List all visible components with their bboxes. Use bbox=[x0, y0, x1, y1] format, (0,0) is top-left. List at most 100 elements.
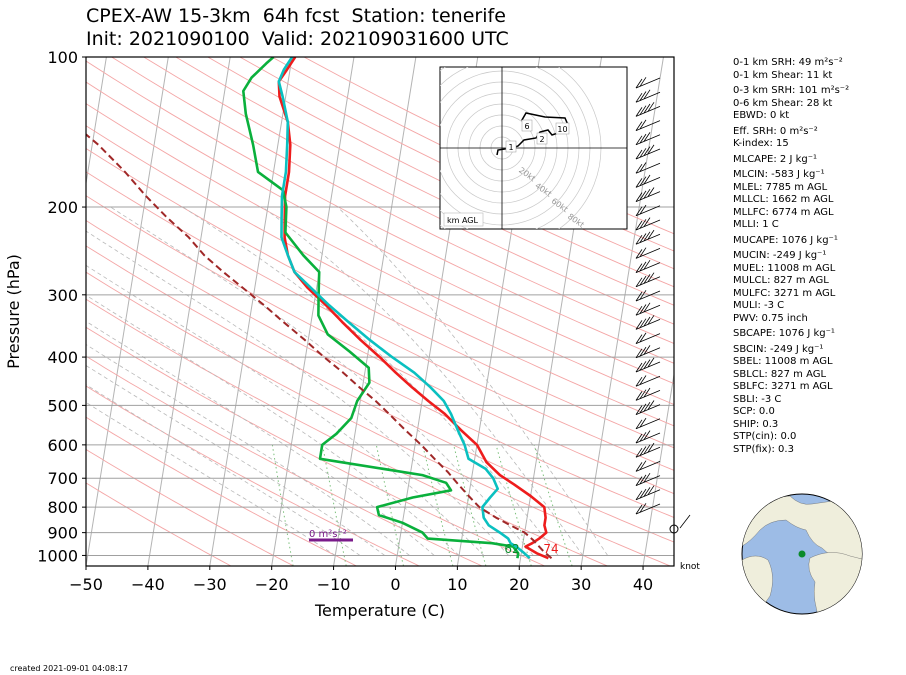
wind-barb-flag bbox=[647, 357, 655, 368]
wind-barb-flag bbox=[635, 376, 643, 387]
wind-barb-flag bbox=[643, 472, 651, 483]
x-tick-label: −10 bbox=[317, 575, 351, 594]
surface-temperature-label: 74 bbox=[543, 542, 558, 556]
wind-barb-flag bbox=[643, 345, 651, 355]
wind-barb-flag bbox=[639, 346, 647, 357]
wind-barb-flag bbox=[639, 204, 647, 215]
chart-title-line1: CPEX-AW 15-3km 64h fcst Station: tenerif… bbox=[86, 5, 506, 27]
dry-adiabat-line bbox=[86, 326, 545, 566]
wind-barb-shaft bbox=[635, 219, 661, 231]
wind-barb-flag bbox=[635, 107, 643, 117]
wind-barb-flag bbox=[643, 316, 651, 327]
sounding-index-line: MULFC: 3271 m AGL bbox=[733, 287, 836, 299]
wind-barb-flag bbox=[643, 103, 651, 114]
wind-barb-flag bbox=[639, 375, 647, 385]
dry-adiabat-line bbox=[86, 60, 674, 364]
sounding-index-line: EBWD: 0 kt bbox=[733, 110, 790, 121]
dry-adiabat-line bbox=[86, 195, 674, 495]
wind-barb-flag bbox=[647, 400, 655, 410]
wind-barb-flag bbox=[647, 102, 655, 112]
wind-barb-shaft bbox=[635, 404, 661, 415]
wind-barb-flag bbox=[643, 444, 651, 455]
wind-barb-flag bbox=[639, 503, 647, 513]
wind-barbs: knot bbox=[635, 77, 700, 572]
wind-unit-label: knot bbox=[680, 562, 700, 572]
wind-barb-flag bbox=[639, 261, 647, 272]
wind-barb-flag bbox=[639, 148, 647, 158]
wind-barb-flag bbox=[647, 315, 655, 325]
wind-barb-flag bbox=[635, 249, 643, 259]
y-tick-label: 500 bbox=[47, 396, 78, 415]
wind-barb-shaft bbox=[635, 191, 661, 202]
wind-barb-shaft bbox=[635, 333, 661, 344]
sounding-index-line: SBLI: -3 C bbox=[733, 393, 782, 405]
wind-barb-flag bbox=[639, 119, 647, 130]
sounding-index-line: MLLCL: 1662 m AGL bbox=[733, 194, 834, 205]
dry-adiabat-line bbox=[86, 125, 674, 427]
wind-barb-flag bbox=[639, 460, 647, 470]
wind-barb-shaft bbox=[635, 418, 661, 430]
dry-adiabat-line bbox=[86, 271, 671, 566]
dry-adiabat-line bbox=[86, 81, 674, 385]
wind-barb-flag bbox=[635, 92, 643, 103]
sounding-index-line: MULI: -3 C bbox=[733, 300, 785, 311]
x-tick-label: −30 bbox=[193, 575, 227, 594]
sounding-index-line: STP(cin): 0.0 bbox=[733, 431, 797, 442]
sounding-index-line: SBLFC: 3271 m AGL bbox=[733, 381, 833, 392]
wind-barb-flag bbox=[639, 190, 647, 201]
dry-adiabat-line bbox=[175, 57, 674, 306]
wind-barb-shaft bbox=[635, 290, 661, 302]
wind-barb-flag bbox=[635, 405, 643, 415]
wind-barb-flag bbox=[643, 146, 651, 156]
wind-barb-flag bbox=[639, 176, 647, 186]
moist-adiabat-line bbox=[262, 206, 584, 556]
y-axis-label: Pressure (hPa) bbox=[4, 254, 23, 369]
wind-barb-flag bbox=[639, 332, 647, 343]
moist-adiabat-line bbox=[86, 230, 509, 556]
sounding-index-line: MUEL: 11008 m AGL bbox=[733, 262, 836, 274]
wetbulb-profile-line bbox=[277, 57, 531, 560]
wind-barb-flag bbox=[635, 320, 643, 330]
wind-barb-flag bbox=[639, 389, 647, 399]
isotherm-line bbox=[86, 57, 169, 566]
parcel-profile-line bbox=[86, 133, 553, 559]
sounding-index-line: MLCAPE: 2 J kg⁻¹ bbox=[733, 153, 818, 165]
wind-barb-flag bbox=[639, 133, 647, 144]
wind-barb-flag bbox=[635, 135, 643, 146]
x-tick-label: −20 bbox=[255, 575, 289, 594]
wind-barb-flag bbox=[639, 446, 647, 456]
dry-adiabat-line bbox=[86, 219, 674, 518]
sounding-index-line: 0-1 km Shear: 11 kt bbox=[733, 69, 833, 81]
wind-barb-flag bbox=[647, 442, 655, 453]
wind-barb-shaft bbox=[635, 375, 661, 387]
mixing-ratio-line bbox=[533, 444, 573, 566]
hodograph-height-label: 2 bbox=[539, 135, 544, 144]
wind-barb-flag bbox=[643, 174, 651, 185]
wind-barb-shaft bbox=[635, 475, 661, 486]
wind-barb-flag bbox=[643, 217, 651, 227]
plot-frame bbox=[85, 56, 675, 567]
wind-barb-shaft bbox=[635, 304, 661, 316]
wind-barb-flag bbox=[643, 188, 651, 199]
wind-barb-flag bbox=[635, 220, 643, 231]
x-axis-label: Temperature (C) bbox=[314, 601, 445, 620]
dry-adiabat-line bbox=[143, 57, 674, 325]
wind-barb-shaft bbox=[635, 106, 661, 117]
wind-barb-flag bbox=[635, 419, 643, 430]
isotherm-line bbox=[86, 57, 107, 187]
dry-adiabat-line bbox=[111, 57, 674, 344]
calm-wind-circle bbox=[669, 524, 679, 534]
wind-barb-shaft bbox=[635, 134, 661, 146]
wind-barb-flag bbox=[635, 433, 643, 444]
wind-barb-shaft bbox=[635, 503, 661, 515]
wind-barb-flag bbox=[635, 78, 643, 89]
wind-barb-flag bbox=[635, 305, 643, 316]
wind-barb-flag bbox=[635, 362, 643, 373]
x-tick-label: 10 bbox=[447, 575, 467, 594]
wind-barb-flag bbox=[643, 487, 651, 497]
wind-barb-flag bbox=[639, 233, 647, 243]
hodograph-trace bbox=[496, 112, 569, 156]
mixing-ratio-line bbox=[453, 444, 487, 566]
temperature-profile-line bbox=[277, 57, 549, 560]
